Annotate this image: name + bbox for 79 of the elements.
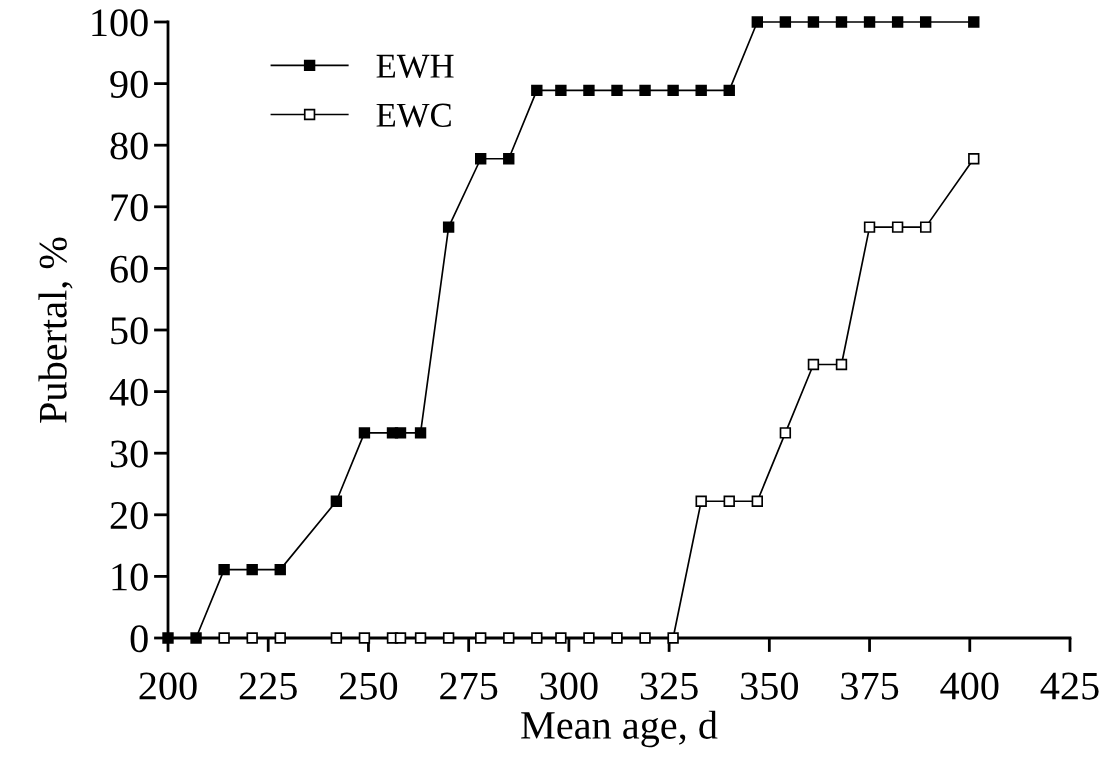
point (835, 358, 848, 371)
point (531, 632, 543, 644)
point (358, 427, 371, 439)
point (190, 632, 202, 644)
point (414, 632, 427, 644)
x-tick-label: 350 (741, 672, 799, 700)
point (695, 84, 707, 97)
point (919, 16, 932, 28)
x-axis-title: Mean age, d (521, 710, 718, 748)
point (723, 495, 735, 507)
point (807, 16, 820, 28)
point (751, 495, 764, 507)
y-tick-label: 0 (130, 625, 148, 653)
point (583, 84, 595, 97)
point (583, 632, 595, 644)
point (779, 427, 792, 439)
point (442, 221, 455, 233)
point (863, 221, 876, 233)
x-tick-label: 400 (940, 672, 999, 700)
point (503, 153, 515, 165)
point (723, 84, 735, 97)
x-tick-label: 250 (340, 672, 398, 700)
point (968, 16, 980, 28)
point (162, 632, 174, 644)
point (503, 632, 515, 644)
y-tick-label: 70 (111, 193, 148, 222)
point (968, 153, 980, 165)
y-tick-label: 100 (92, 9, 148, 37)
legend-label: EWH (376, 54, 454, 79)
point (667, 632, 679, 644)
point (555, 84, 567, 97)
point (919, 221, 932, 233)
x-tick-label: 275 (440, 672, 498, 700)
y-tick-label: 90 (110, 70, 148, 98)
point (891, 221, 904, 233)
legend-label: EWC (376, 103, 451, 128)
point (218, 632, 230, 644)
x-tick-label: 375 (841, 672, 899, 700)
point (639, 84, 651, 97)
point (414, 427, 427, 439)
point (863, 16, 876, 28)
point (330, 495, 343, 507)
x-tick-label: 300 (540, 672, 598, 700)
x-tick-label: 225 (239, 672, 297, 700)
y-tick-label: 40 (109, 378, 148, 406)
y-tick-label: 50 (111, 317, 148, 345)
point (611, 84, 623, 97)
x-tick-label: 425 (1040, 672, 1099, 700)
x-tick-label: 200 (139, 672, 197, 700)
point (274, 563, 286, 576)
point (274, 632, 286, 644)
point (891, 16, 904, 28)
point (807, 358, 820, 371)
point (358, 632, 371, 644)
point (394, 632, 407, 644)
y-tick-label: 30 (110, 440, 148, 468)
point (779, 16, 792, 28)
point (531, 84, 543, 97)
point (330, 632, 343, 644)
point (246, 632, 258, 644)
point (639, 632, 651, 644)
point (442, 632, 455, 644)
point (835, 16, 848, 28)
y-tick-label: 10 (112, 563, 148, 591)
y-tick-label: 20 (110, 501, 148, 530)
point (667, 84, 679, 97)
point (218, 563, 230, 576)
x-tick-label: 325 (640, 672, 698, 700)
point (246, 563, 258, 576)
point (394, 427, 407, 439)
point (474, 153, 487, 165)
y-tick-label: 60 (110, 255, 148, 283)
y-tick-label: 80 (110, 132, 148, 160)
y-axis-title: Pubertal, % (38, 237, 73, 423)
point (474, 632, 487, 644)
point (751, 16, 764, 28)
point (695, 495, 707, 507)
point (555, 632, 567, 644)
point (611, 632, 623, 644)
